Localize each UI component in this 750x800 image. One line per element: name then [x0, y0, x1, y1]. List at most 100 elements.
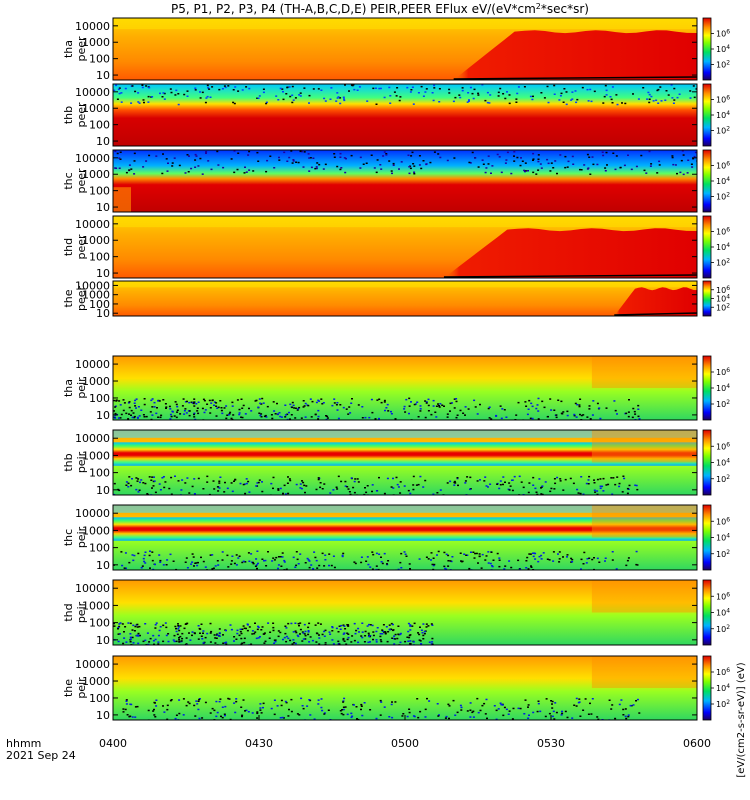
- y-tick-label: 10: [96, 69, 110, 82]
- colorbar-tick-label: 106: [716, 667, 730, 677]
- y-tick-label: 1000: [82, 102, 110, 115]
- colorbars: 1021041061021041061021041061021041061021…: [702, 17, 730, 721]
- panel-label-probe: tha: [62, 379, 75, 397]
- y-tick-label: 10: [96, 634, 110, 647]
- y-tick-label: 10000: [75, 20, 110, 33]
- panel-label-probe: the: [62, 289, 75, 307]
- colorbar-thc-peer: 102 104 106: [702, 149, 730, 213]
- y-tick-label: 10000: [75, 432, 110, 445]
- colorbar-tick-label: 106: [716, 29, 730, 39]
- y-tick-label: 100: [89, 617, 110, 630]
- panel-label-product: peer: [75, 36, 88, 62]
- colorbar-tick-label: 102: [716, 699, 730, 709]
- panel-label-probe: thc: [62, 172, 75, 189]
- x-axis-label-hhmm: hhmm: [6, 737, 41, 750]
- colorbar-tick-label: 104: [716, 383, 730, 393]
- colorbar-tick-label: 104: [716, 176, 730, 186]
- panel-label-product: peer: [75, 102, 88, 128]
- y-tick-label: 100: [89, 251, 110, 264]
- panel-label-product: peir: [75, 677, 88, 699]
- colorbar-tick-label: 102: [716, 624, 730, 634]
- colorbar-tick-label: 104: [716, 458, 730, 468]
- y-tick-label: 10: [96, 267, 110, 280]
- y-tick-label: 1000: [82, 675, 110, 688]
- colorbar-thd-peir: 102 104 106: [702, 579, 730, 646]
- y-tick-label: 10000: [75, 218, 110, 231]
- panel-label-probe: thb: [62, 106, 75, 124]
- y-tick-label: 1000: [82, 36, 110, 49]
- panel-label-probe: tha: [62, 40, 75, 58]
- y-tick-label: 1000: [82, 168, 110, 181]
- y-tick-label: 100: [89, 119, 110, 132]
- y-tick-label: 100: [89, 542, 110, 555]
- y-tick-label: 10: [96, 135, 110, 148]
- x-tick-label: 0400: [99, 737, 127, 750]
- colorbar-thc-peir: 102 104 106: [702, 504, 730, 571]
- colorbar-tick-label: 102: [716, 302, 730, 312]
- colorbar-unit-label: [eV/(cm2-s-sr-eV)] (eV): [736, 662, 747, 777]
- colorbar-tick-label: 102: [716, 126, 730, 136]
- panel-label-product: peir: [75, 526, 88, 548]
- colorbar-the-peir: 102 104 106: [702, 655, 730, 721]
- colorbar-tha-peer: 102 104 106: [702, 17, 730, 81]
- colorbar-tick-label: 102: [716, 549, 730, 559]
- colorbar-tick-label: 104: [716, 294, 730, 304]
- colorbar-tick-label: 104: [716, 242, 730, 252]
- y-tick-label: 100: [89, 467, 110, 480]
- panel-label-probe: thb: [62, 453, 75, 471]
- colorbar-tick-label: 102: [716, 474, 730, 484]
- colorbar-tick-label: 102: [716, 192, 730, 202]
- y-tick-label: 1000: [82, 375, 110, 388]
- y-tick-label: 10: [96, 307, 110, 320]
- y-tick-label: 10000: [75, 658, 110, 671]
- colorbar-tick-label: 102: [716, 258, 730, 268]
- x-tick-label: 0430: [245, 737, 273, 750]
- x-axis: 0400 0430 0500 0530 0600: [99, 715, 711, 750]
- panel-label-probe: thc: [62, 529, 75, 546]
- y-tick-label: 10000: [75, 152, 110, 165]
- panel-label-product: peir: [75, 451, 88, 473]
- panel-label-probe: the: [62, 679, 75, 697]
- y-tick-label: 100: [89, 298, 110, 311]
- y-tick-label: 10: [96, 709, 110, 722]
- y-tick-label: 10000: [75, 582, 110, 595]
- panel-label-product: peer: [75, 168, 88, 194]
- colorbar-thb-peir: 102 104 106: [702, 429, 730, 496]
- y-tick-label: 10: [96, 409, 110, 422]
- y-tick-label: 100: [89, 392, 110, 405]
- colorbar-tick-label: 106: [716, 161, 730, 171]
- x-tick-label: 0530: [537, 737, 565, 750]
- y-tick-label: 10: [96, 201, 110, 214]
- y-tick-label: 100: [89, 53, 110, 66]
- colorbar-tick-label: 106: [716, 367, 730, 377]
- panel-label-product: peer: [75, 286, 88, 312]
- colorbar-tick-label: 104: [716, 44, 730, 54]
- y-tick-label: 1000: [82, 599, 110, 612]
- colorbar-tick-label: 104: [716, 533, 730, 543]
- y-tick-label: 1000: [82, 234, 110, 247]
- panel-label-product: peir: [75, 377, 88, 399]
- y-tick-label: 1000: [82, 449, 110, 462]
- colorbar-tha-peir: 102 104 106: [702, 355, 730, 421]
- colorbar-thb-peer: 102 104 106: [702, 83, 730, 147]
- x-axis-label-date: 2021 Sep 24: [6, 749, 76, 762]
- y-tick-label: 10000: [75, 86, 110, 99]
- y-tick-label: 1000: [82, 289, 110, 302]
- panel-label-product: peir: [75, 601, 88, 623]
- chart-title: P5, P1, P2, P3, P4 (TH-A,B,C,D,E) PEIR,P…: [171, 2, 589, 16]
- y-tick-label: 10: [96, 484, 110, 497]
- y-tick-label: 100: [89, 692, 110, 705]
- colorbar-tick-label: 104: [716, 683, 730, 693]
- colorbar-tick-label: 102: [716, 60, 730, 70]
